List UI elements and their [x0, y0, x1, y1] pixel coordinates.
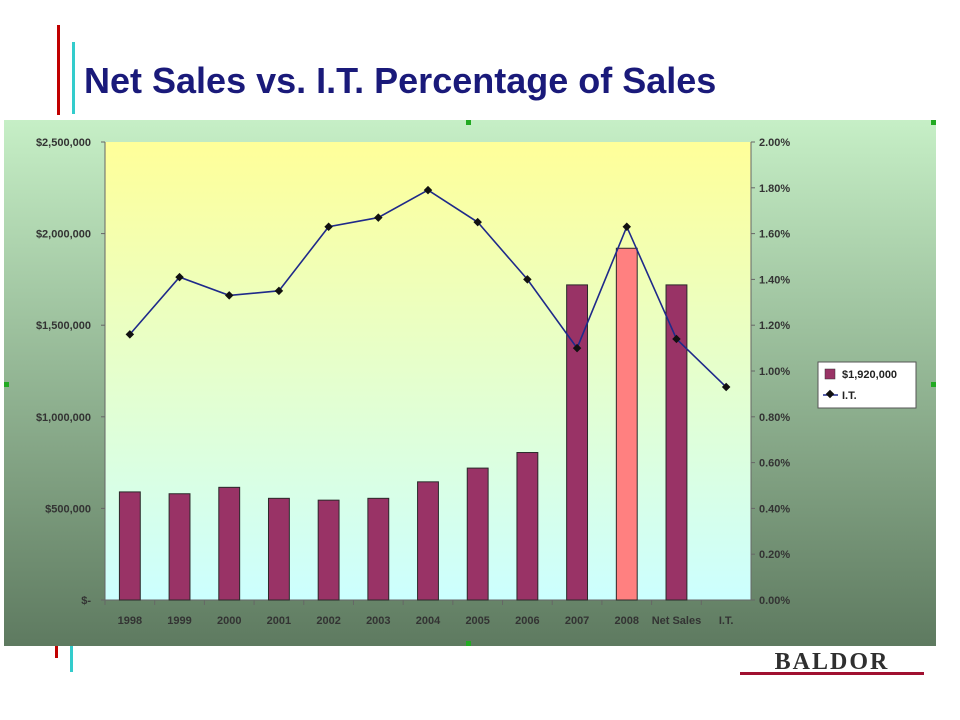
left-tick-label: $1,500,000 — [36, 320, 91, 332]
x-tick-label: 1999 — [167, 615, 191, 627]
line-point — [721, 382, 731, 392]
legend-label-line: I.T. — [842, 390, 857, 402]
line-point — [175, 272, 184, 282]
x-tick-label: 2003 — [366, 615, 390, 627]
right-tick-label: 1.00% — [759, 366, 790, 378]
page-title: Net Sales vs. I.T. Percentage of Sales — [84, 60, 717, 101]
right-tick-label: 1.20% — [759, 320, 790, 332]
bar — [267, 497, 290, 601]
bar — [566, 284, 589, 601]
line-point — [423, 185, 433, 195]
bar — [516, 452, 539, 601]
legend-line-marker — [825, 389, 835, 399]
line-point — [572, 343, 582, 353]
x-tick-label: 2006 — [515, 615, 539, 627]
line-point — [324, 222, 333, 231]
chart-container[interactable]: $- $500,000 $1,000,000 $1,500,000 $2,000,000… — [4, 120, 936, 646]
x-tick-label: I.T. — [719, 615, 734, 627]
baldor-logo: BALDOR — [740, 650, 924, 675]
right-tick-label: 1.40% — [759, 274, 790, 286]
bar — [367, 497, 390, 601]
bar — [168, 493, 191, 601]
logo-underline — [740, 672, 924, 675]
x-tick-label: 2007 — [565, 615, 589, 627]
line-point — [523, 275, 532, 284]
bar — [665, 284, 688, 601]
legend-bar-swatch — [824, 368, 836, 380]
x-tick-label: 2001 — [267, 615, 291, 627]
bar — [615, 247, 638, 601]
selection-handle[interactable] — [4, 382, 9, 387]
bar — [218, 486, 241, 601]
bar — [466, 467, 489, 601]
right-tick-label: 0.00% — [759, 595, 790, 607]
bar — [317, 499, 340, 601]
accent-line-cyan-bottom — [70, 646, 73, 672]
line-point — [374, 213, 383, 222]
bar-series — [118, 247, 688, 601]
bar — [417, 481, 439, 601]
left-tick-label: $1,000,000 — [36, 412, 91, 424]
x-tick-label: 2004 — [416, 615, 441, 627]
accent-line-red — [57, 25, 60, 115]
x-axis: 1998 1999 2000 2001 2002 2003 2004 2005 2006 2007… — [104, 599, 751, 627]
logo-text: BALDOR — [775, 650, 890, 675]
right-tick-label: 1.60% — [759, 229, 790, 241]
left-tick-label: $2,000,000 — [36, 229, 91, 241]
right-tick-label: 0.40% — [759, 503, 790, 515]
selection-handle[interactable] — [931, 120, 936, 125]
right-axis: 0.00% 0.20% 0.40% 0.60% 0.80% 1.00% 1.20% 1.40%… — [750, 137, 790, 607]
x-tick-label: 2000 — [217, 615, 241, 627]
left-tick-label: $- — [81, 595, 91, 607]
combo-chart: $- $500,000 $1,000,000 $1,500,000 $2,000,000… — [4, 120, 936, 646]
legend: $1,920,000 I.T. — [817, 361, 917, 409]
line-point — [274, 286, 284, 296]
line-point — [125, 330, 135, 339]
line-point — [473, 217, 482, 227]
x-tick-label: Net Sales — [652, 615, 702, 627]
left-tick-label: $500,000 — [45, 503, 91, 515]
bar — [118, 491, 141, 601]
line-point — [672, 334, 681, 344]
selection-handle[interactable] — [931, 382, 936, 387]
line-point — [224, 291, 234, 300]
left-axis: $- $500,000 $1,000,000 $1,500,000 $2,000,000… — [36, 137, 106, 607]
x-tick-label: 2005 — [465, 615, 489, 627]
selection-handle[interactable] — [466, 641, 471, 646]
selection-handle[interactable] — [466, 120, 471, 125]
right-tick-label: 0.80% — [759, 412, 790, 424]
accent-line-cyan — [72, 42, 75, 114]
accent-line-red-bottom — [55, 646, 58, 658]
right-tick-label: 2.00% — [759, 137, 790, 149]
right-tick-label: 0.20% — [759, 549, 790, 561]
x-tick-label: 1998 — [118, 615, 142, 627]
right-tick-label: 0.60% — [759, 458, 790, 470]
right-tick-label: 1.80% — [759, 183, 790, 195]
x-tick-label: 2002 — [316, 615, 340, 627]
legend-label-bar: $1,920,000 — [842, 369, 897, 381]
left-tick-label: $2,500,000 — [36, 137, 91, 149]
x-tick-label: 2008 — [615, 615, 639, 627]
